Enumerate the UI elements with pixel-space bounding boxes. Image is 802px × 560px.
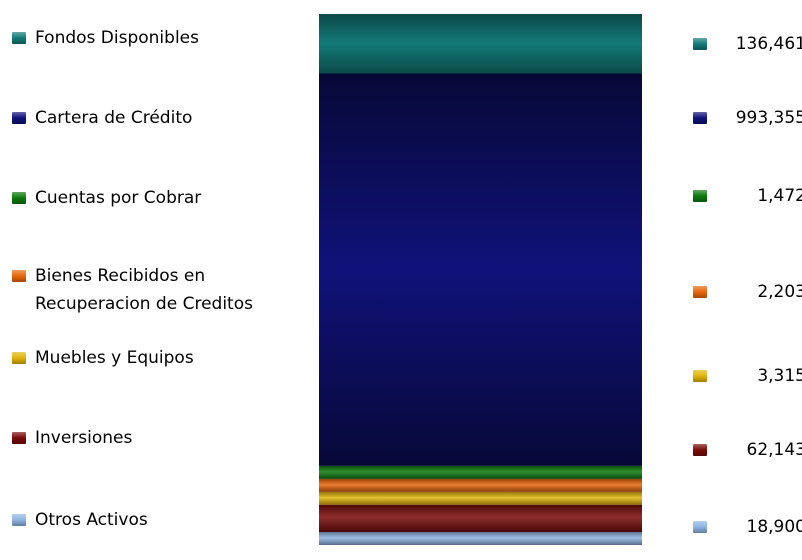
legend-label-fondos-disponibles: Fondos Disponibles bbox=[35, 28, 199, 48]
value-item-cuentas-por-cobrar: 1,472 bbox=[693, 186, 802, 206]
value-item-cartera-de-credito: 993,355 bbox=[693, 108, 802, 128]
value-item-otros-activos: 18,900 bbox=[693, 517, 802, 537]
legend-swatch-bienes-recibidos-en-recuperacion-de-creditos bbox=[12, 270, 26, 282]
data-label-fondos-disponibles: 136,461 bbox=[735, 34, 802, 54]
legend-item-cartera-de-credito: Cartera de Crédito bbox=[12, 104, 192, 132]
legend-swatch-fondos-disponibles bbox=[12, 32, 26, 44]
legend-label-muebles-y-equipos: Muebles y Equipos bbox=[35, 348, 194, 368]
bar-segment-otros-activos bbox=[319, 532, 642, 545]
legend-item-muebles-y-equipos: Muebles y Equipos bbox=[12, 344, 194, 372]
value-swatch-fondos-disponibles bbox=[693, 38, 707, 50]
bar-segment-fondos-disponibles bbox=[319, 14, 642, 74]
bar-segment-inversiones bbox=[319, 504, 642, 532]
value-swatch-cartera-de-credito bbox=[693, 112, 707, 124]
data-label-muebles-y-equipos: 3,315 bbox=[757, 366, 802, 386]
legend-item-otros-activos: Otros Activos bbox=[12, 506, 148, 534]
data-label-cartera-de-credito: 993,355 bbox=[735, 108, 802, 128]
value-item-inversiones: 62,143 bbox=[693, 440, 802, 460]
value-item-bienes-recibidos-en-recuperacion-de-creditos: 2,203 bbox=[693, 282, 802, 302]
legend-item-fondos-disponibles: Fondos Disponibles bbox=[12, 24, 199, 52]
legend-swatch-cuentas-por-cobrar bbox=[12, 192, 26, 204]
value-item-muebles-y-equipos: 3,315 bbox=[693, 366, 802, 386]
legend-label-bienes-recibidos-en-recuperacion-de-creditos: Bienes Recibidos en Recuperacion de Cred… bbox=[35, 266, 253, 314]
legend-item-inversiones: Inversiones bbox=[12, 424, 132, 452]
legend-item-bienes-recibidos-en-recuperacion-de-creditos: Bienes Recibidos en Recuperacion de Cred… bbox=[12, 262, 253, 318]
legend-swatch-inversiones bbox=[12, 432, 26, 444]
data-label-inversiones: 62,143 bbox=[746, 440, 802, 460]
legend-label-otros-activos: Otros Activos bbox=[35, 510, 148, 530]
legend-swatch-muebles-y-equipos bbox=[12, 352, 26, 364]
bar-segment-muebles-y-equipos bbox=[319, 491, 642, 505]
value-swatch-bienes-recibidos-en-recuperacion-de-creditos bbox=[693, 286, 707, 298]
bar-segment-cartera-de-credito bbox=[319, 73, 642, 466]
data-label-cuentas-por-cobrar: 1,472 bbox=[757, 186, 802, 206]
bar-segment-bienes-recibidos-en-recuperacion-de-creditos bbox=[319, 478, 642, 492]
data-label-bienes-recibidos-en-recuperacion-de-creditos: 2,203 bbox=[757, 282, 802, 302]
legend-swatch-otros-activos bbox=[12, 514, 26, 526]
stacked-bar bbox=[319, 14, 642, 545]
legend-item-cuentas-por-cobrar: Cuentas por Cobrar bbox=[12, 184, 201, 212]
value-swatch-otros-activos bbox=[693, 521, 707, 533]
legend-label-cuentas-por-cobrar: Cuentas por Cobrar bbox=[35, 188, 202, 208]
value-swatch-cuentas-por-cobrar bbox=[693, 190, 707, 202]
bar-segment-cuentas-por-cobrar bbox=[319, 465, 642, 479]
value-item-fondos-disponibles: 136,461 bbox=[693, 34, 802, 54]
legend-swatch-cartera-de-credito bbox=[12, 112, 26, 124]
value-swatch-inversiones bbox=[693, 444, 707, 456]
data-label-otros-activos: 18,900 bbox=[746, 517, 802, 537]
legend-label-inversiones: Inversiones bbox=[35, 428, 133, 448]
legend-label-cartera-de-credito: Cartera de Crédito bbox=[35, 108, 193, 128]
value-swatch-muebles-y-equipos bbox=[693, 370, 707, 382]
